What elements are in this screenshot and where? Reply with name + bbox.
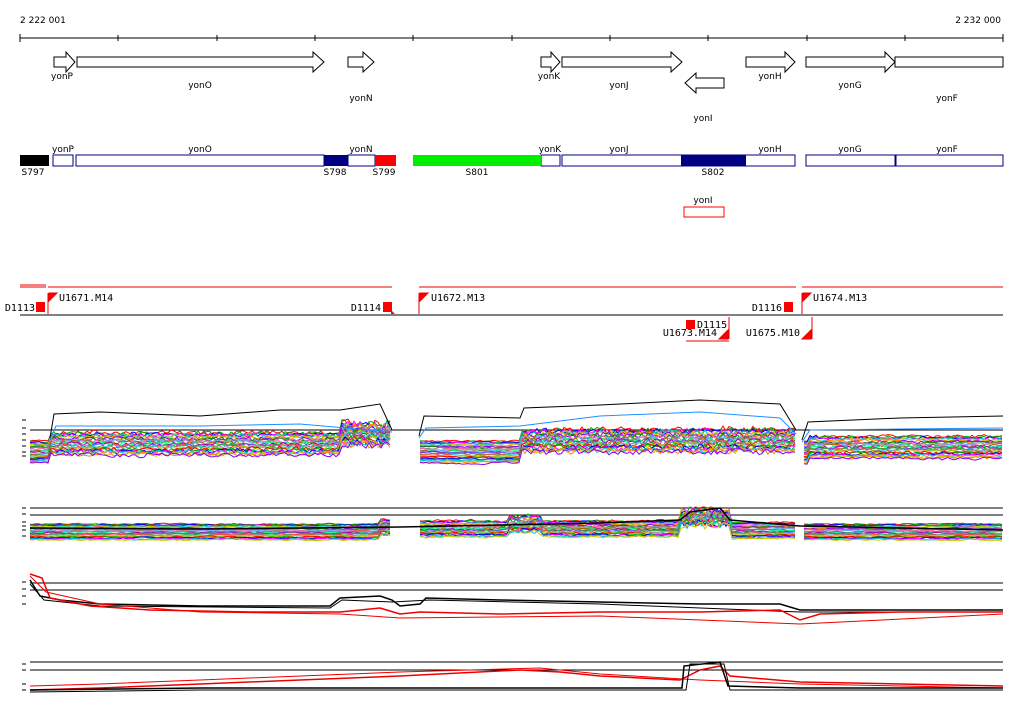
gene-arrow-yonN[interactable] — [347, 50, 375, 74]
gene-label: yonF — [936, 94, 958, 104]
upstream-element-label[interactable]: U1674.M13 — [813, 293, 867, 304]
expression-track-4 — [22, 661, 1004, 693]
feature-label: yonG — [838, 145, 862, 155]
gene-arrow-yonK[interactable] — [540, 50, 561, 74]
feature-bar-track: yonP yonO yonN yonK yonJ yonH yonG yonF … — [20, 145, 1004, 218]
gene-arrow-yonI[interactable] — [684, 71, 725, 95]
gene-arrow-yonG[interactable] — [805, 50, 896, 74]
gene-label: yonO — [188, 81, 212, 91]
feature-label: yonP — [52, 145, 75, 155]
upstream-element-label[interactable]: U1675.M10 — [746, 328, 800, 339]
segment-label: S799 — [373, 168, 396, 178]
gene-label: yonJ — [609, 81, 628, 91]
ruler-start-label: 2 222 001 — [20, 16, 66, 26]
gene-arrow-yonO[interactable] — [76, 50, 325, 74]
downstream-element-label[interactable]: D1113 — [5, 303, 35, 314]
segment-S798[interactable] — [324, 155, 348, 166]
expression-track-1 — [22, 399, 1004, 466]
gene-label: yonH — [758, 72, 781, 82]
feature-box-yonI[interactable] — [683, 206, 725, 218]
gene-arrow-yonJ[interactable] — [561, 50, 683, 74]
gene-arrow-yonP[interactable] — [53, 50, 76, 74]
gene-arrow-yonF[interactable] — [894, 56, 1004, 68]
upstream-element-label[interactable]: U1672.M13 — [431, 293, 485, 304]
downstream-element-label[interactable]: D1115 — [697, 320, 727, 331]
feature-label: yonO — [188, 145, 212, 155]
feature-label: yonK — [539, 145, 563, 155]
segment-S797[interactable] — [20, 155, 49, 166]
coordinate-ruler: 2 222 001 2 232 000 — [19, 16, 1004, 42]
segment-label: S798 — [324, 168, 347, 178]
feature-label: yonF — [936, 145, 958, 155]
feature-box-yonP[interactable] — [52, 154, 74, 167]
feature-label: yonN — [349, 145, 372, 155]
downstream-element-label[interactable]: D1116 — [752, 303, 782, 314]
segment-label: S801 — [466, 168, 489, 178]
feature-box-yonF[interactable] — [895, 154, 1004, 167]
gene-arrow-labels: yonP yonO yonN yonK yonJ yonI yonH yonG … — [51, 72, 958, 124]
gene-label: yonG — [838, 81, 862, 91]
gene-label: yonN — [349, 94, 372, 104]
upstream-element-label[interactable]: U1671.M14 — [59, 293, 113, 304]
ruler-end-label: 2 232 000 — [955, 16, 1001, 26]
feature-box-yonJ[interactable] — [561, 154, 796, 167]
expression-track-3 — [22, 573, 1004, 625]
feature-box-yonK[interactable] — [540, 154, 561, 167]
segment-S802[interactable] — [681, 155, 746, 166]
upstream-element-label[interactable]: U1673.M14 — [663, 328, 717, 339]
gene-label: yonI — [693, 114, 712, 124]
expression-track-2 — [22, 506, 1004, 542]
gene-label: yonK — [538, 72, 562, 82]
feature-label: yonH — [758, 145, 781, 155]
segment-label: S797 — [22, 168, 45, 178]
feature-label: yonI — [693, 196, 712, 206]
transcription-unit-track: U1671.M14 U1672.M13 U1674.M13 D1113 D111… — [5, 284, 1003, 342]
feature-box-yonO[interactable] — [75, 154, 325, 167]
feature-box-yonN[interactable] — [347, 154, 376, 167]
gene-arrow-track — [53, 50, 1004, 95]
feature-label: yonJ — [609, 145, 628, 155]
downstream-element-label[interactable]: D1114 — [351, 303, 381, 314]
gene-arrow-yonH[interactable] — [745, 50, 796, 74]
segment-label: S802 — [702, 168, 725, 178]
segment-S799[interactable] — [375, 155, 396, 166]
feature-box-yonG[interactable] — [805, 154, 896, 167]
gene-label: yonP — [51, 72, 74, 82]
segment-S801[interactable] — [413, 155, 541, 166]
